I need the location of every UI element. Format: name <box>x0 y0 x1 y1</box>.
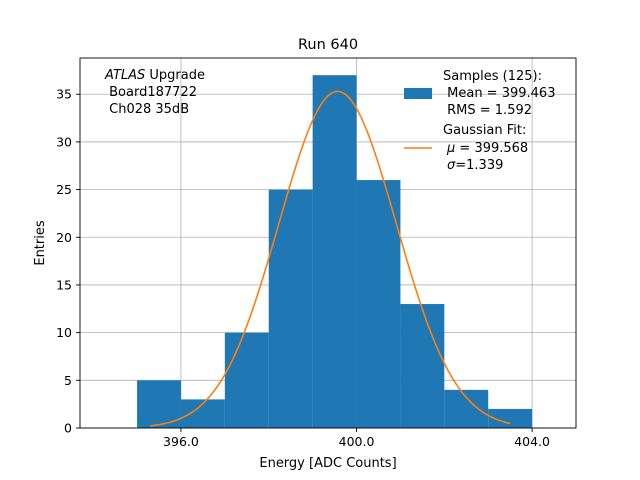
y-tick-label: 15 <box>56 277 72 292</box>
legend-samples-swatch <box>404 88 432 99</box>
annotation-rest: Upgrade <box>145 68 205 83</box>
y-tick-label: 10 <box>56 325 72 340</box>
legend-samples-rms: RMS = 1.592 <box>443 103 532 118</box>
chart-title: Run 640 <box>298 37 358 53</box>
x-tick-label: 396.0 <box>163 434 199 449</box>
y-tick-label: 5 <box>64 373 72 388</box>
axis-ticks: 396.0 400.0 404.0 0 5 10 15 20 25 30 35 <box>56 87 550 449</box>
annotation-board: Board187722 <box>105 85 197 100</box>
histogram-bar <box>444 389 489 428</box>
histogram-bar <box>400 304 445 428</box>
legend-samples-mean: Mean = 399.463 <box>443 86 555 101</box>
x-tick-label: 400.0 <box>339 434 375 449</box>
histogram-bar <box>224 332 269 428</box>
y-tick-label: 35 <box>56 87 72 102</box>
histogram-bar <box>137 380 181 428</box>
legend-fit-mu-symbol: μ <box>446 141 455 156</box>
x-axis-label: Energy [ADC Counts] <box>259 456 396 471</box>
histogram-bars <box>137 75 533 428</box>
histogram-bar <box>488 408 533 428</box>
atlas-annotation: ATLAS Upgrade Board187722 Ch028 35dB <box>104 68 205 117</box>
svg-text:μ = 399.568: μ = 399.568 <box>446 141 528 156</box>
y-tick-label: 20 <box>56 230 72 245</box>
y-tick-label: 25 <box>56 182 72 197</box>
legend-fit-mu-value: = 399.568 <box>455 141 528 156</box>
svg-text:σ=1.339: σ=1.339 <box>447 158 503 173</box>
legend: Samples (125): Mean = 399.463 RMS = 1.59… <box>404 69 555 173</box>
fit-curve <box>150 90 511 427</box>
y-axis-label: Entries <box>33 220 48 266</box>
annotation-italic: ATLAS <box>104 68 145 83</box>
legend-fit-sigma-symbol: σ <box>447 158 456 173</box>
y-tick-label: 0 <box>64 421 72 436</box>
svg-text:ATLAS Upgrade: ATLAS Upgrade <box>104 68 205 83</box>
plot-frame <box>79 57 577 429</box>
legend-fit-sigma-value: =1.339 <box>455 158 503 173</box>
annotation-channel: Ch028 35dB <box>105 102 189 117</box>
y-tick-label: 30 <box>56 134 72 149</box>
gaussian-fit <box>150 90 511 427</box>
legend-fit-title: Gaussian Fit: <box>443 123 526 138</box>
histogram-bar <box>356 180 401 428</box>
legend-samples-title: Samples (125): <box>443 69 542 84</box>
histogram-bar <box>268 189 313 428</box>
histogram-bar <box>312 75 357 428</box>
x-tick-label: 404.0 <box>514 434 550 449</box>
